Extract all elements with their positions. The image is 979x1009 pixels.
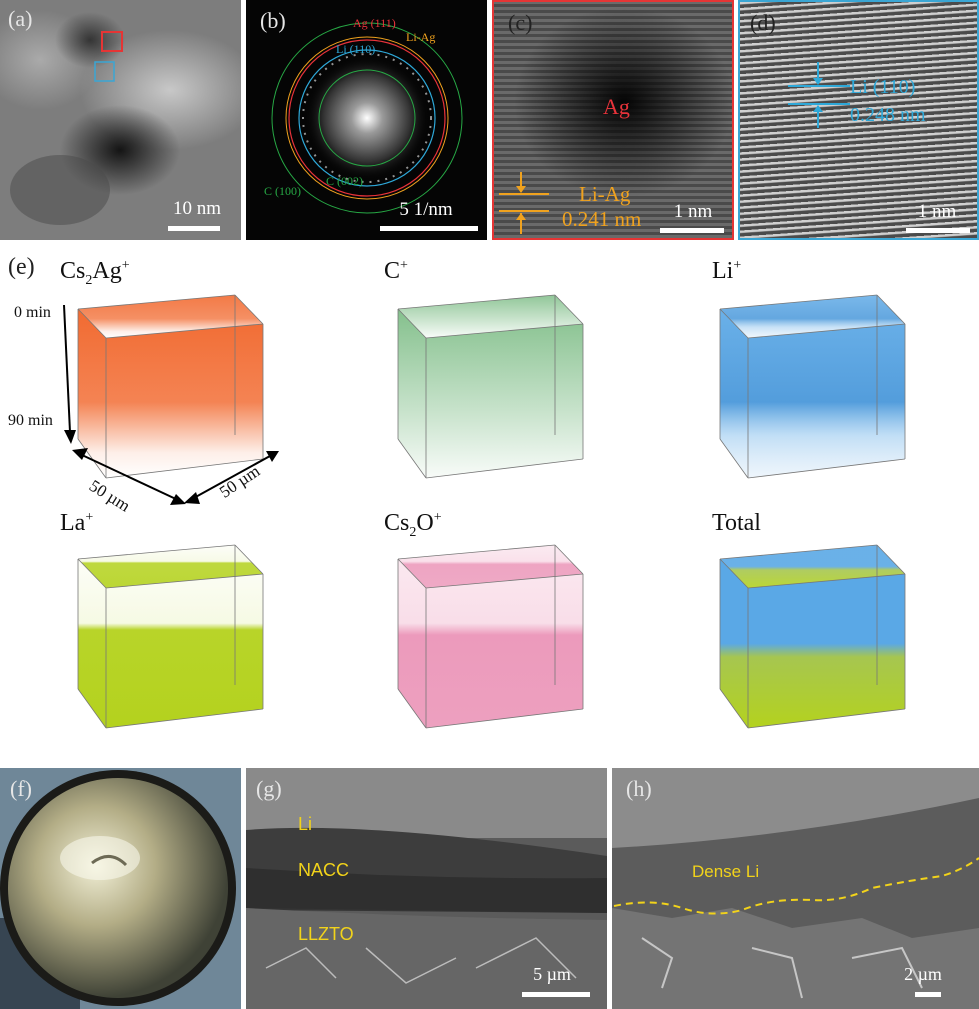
panel-label-c: (c) — [508, 10, 533, 35]
panel-label-d: (d) — [750, 10, 776, 35]
ring-label-liag: Li-Ag — [406, 30, 436, 44]
panel-label-a: (a) — [8, 6, 33, 31]
blue-roi-box — [94, 61, 115, 82]
cube-title-c: C+ — [384, 258, 408, 284]
panel-h-sem-dense-li: (h) Dense Li 2 µm — [612, 768, 979, 1009]
scale-bar-a — [168, 226, 220, 231]
cube-title-total: Total — [712, 510, 761, 536]
panel-label-f: (f) — [10, 776, 32, 801]
layer-label-li: Li — [298, 814, 313, 834]
scale-label-a: 10 nm — [172, 198, 222, 219]
scale-bar-h — [915, 992, 941, 997]
panel-f-photo: (f) — [0, 768, 241, 1009]
cube-cs2ag — [77, 294, 264, 479]
scale-label-h: 2 µm — [904, 964, 942, 984]
ring-label-li110: Li (110) — [336, 42, 376, 56]
cube-total — [719, 544, 906, 729]
lattice-name-c: Li-Ag — [579, 182, 631, 206]
panel-b-fft-pattern: (b) Ag (111) Li-Ag Li (110) C (100) C (0… — [246, 0, 487, 240]
panel-label-h: (h) — [626, 776, 652, 801]
ring-label-c100: C (100) — [264, 184, 301, 198]
scale-label-d: 1 nm — [917, 201, 957, 222]
cube-li — [719, 294, 906, 479]
scale-bar-d — [906, 228, 970, 233]
lattice-spacing-c: 0.241 nm — [562, 207, 642, 231]
cube-c — [397, 294, 584, 479]
panel-g-sem-cross-section: (g) Li NACC LLZTO 5 µm — [246, 768, 607, 1009]
lattice-name-d: Li (110) — [850, 76, 916, 98]
layer-label-nacc: NACC — [298, 860, 350, 880]
cube-cs2o — [397, 544, 584, 729]
sem-dense-li — [612, 768, 979, 1009]
lattice-fringes-d — [788, 62, 850, 128]
region-label-dense-li: Dense Li — [692, 862, 760, 881]
phase-label-ag: Ag — [603, 94, 630, 119]
cube-title-cs2o: Cs2O+ — [384, 510, 442, 540]
lattice-fringes-c — [499, 7, 732, 234]
panel-label-b: (b) — [260, 8, 286, 33]
scale-bar-b — [380, 226, 478, 231]
layer-label-llzto: LLZTO — [298, 924, 354, 944]
red-roi-box — [101, 31, 123, 52]
panel-a-tem-image: (a) 10 nm — [0, 0, 241, 240]
tof-sims-cubes — [77, 294, 906, 729]
time-start-label: 0 min — [14, 304, 51, 321]
cube-la — [77, 544, 264, 729]
diffraction-rings — [271, 22, 463, 214]
sem-cross-section — [246, 768, 607, 1009]
panel-d-hrtem-li: (d) Li (110) 0.248 nm 1 nm — [738, 0, 979, 240]
panel-label-e: (e) — [8, 254, 35, 280]
scale-bar-c — [660, 228, 724, 233]
lattice-spacing-d: 0.248 nm — [850, 104, 926, 126]
time-end-label: 90 min — [8, 412, 53, 429]
scale-label-g: 5 µm — [533, 964, 571, 984]
tem-micrograph — [0, 0, 241, 240]
panel-label-g: (g) — [256, 776, 282, 801]
lithium-disc-photo — [0, 768, 241, 1009]
ring-label-c002: C (002) — [326, 174, 363, 188]
ring-label-ag111: Ag (111) — [353, 16, 396, 30]
cube-title-la: La+ — [60, 510, 94, 536]
cube-title-cs2ag: Cs2Ag+ — [60, 258, 130, 288]
scale-label-b: 5 1/nm — [399, 199, 453, 220]
scale-label-c: 1 nm — [673, 201, 713, 222]
cube-title-li: Li+ — [712, 258, 742, 284]
panel-c-hrtem-ag: (c) Ag Li-Ag 0.241 nm 1 nm — [492, 0, 734, 240]
scale-bar-g — [522, 992, 590, 997]
